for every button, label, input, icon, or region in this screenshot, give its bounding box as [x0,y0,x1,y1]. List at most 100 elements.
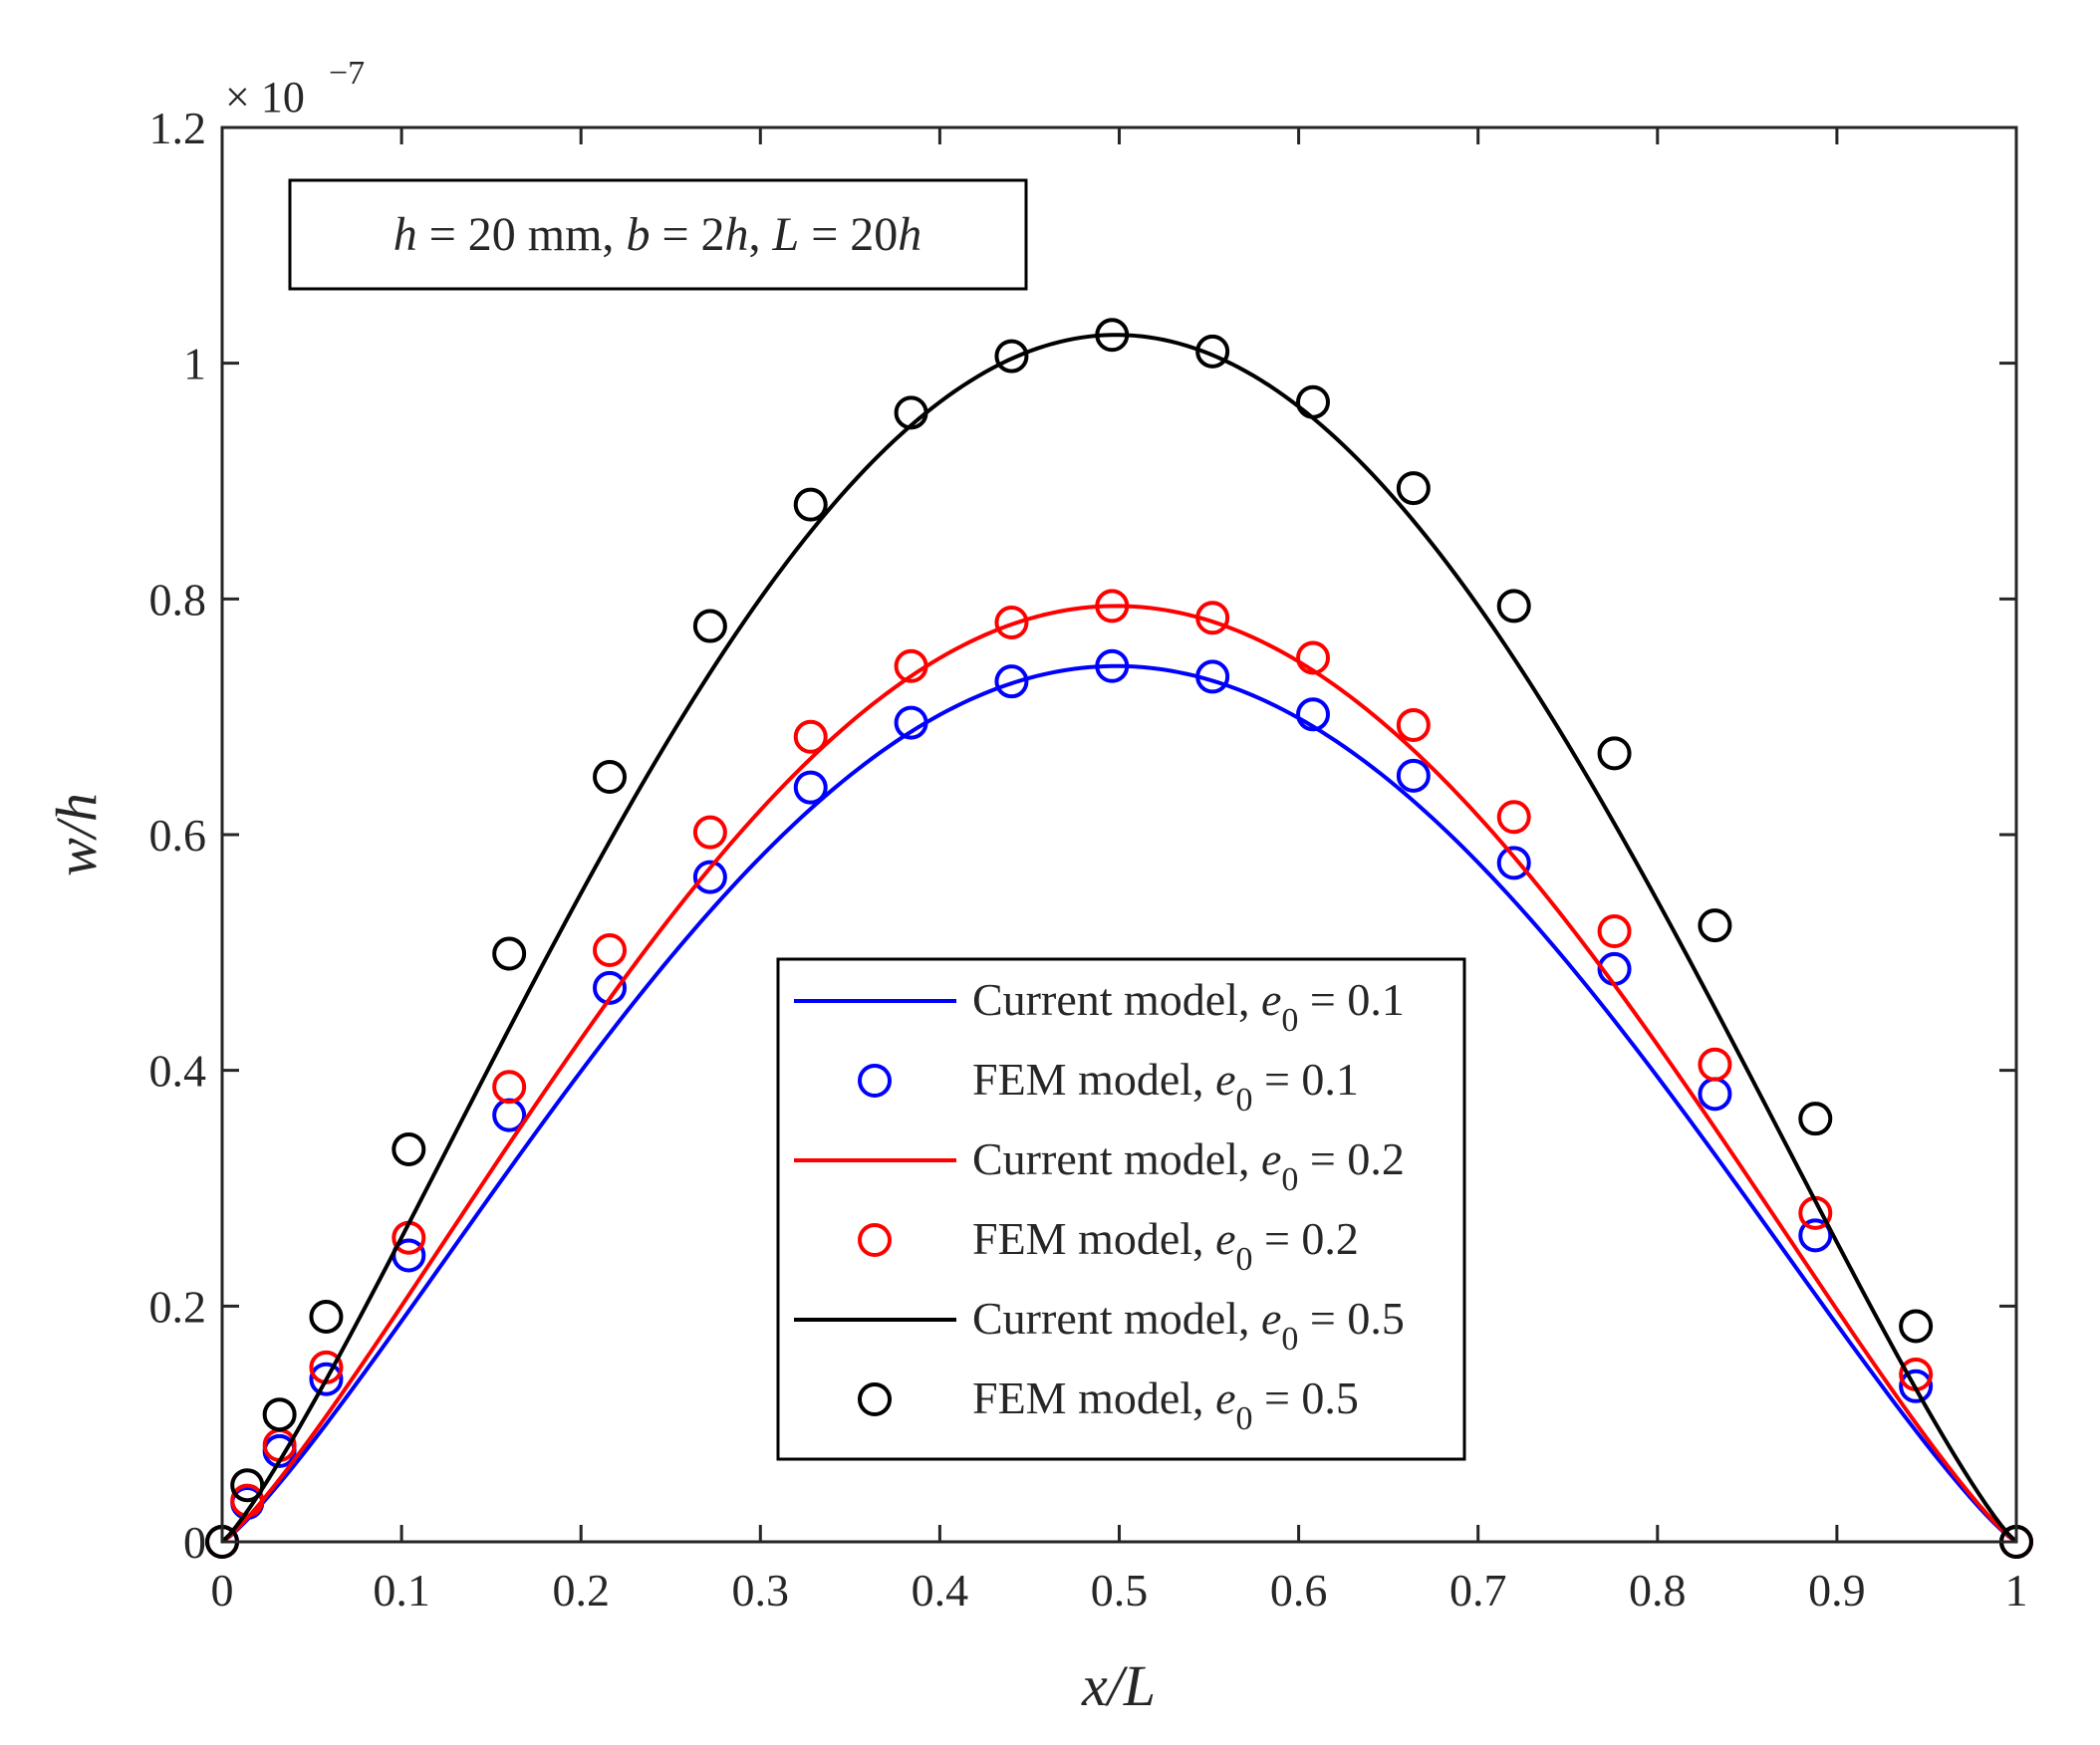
legend-prefix: Current model, [972,1293,1261,1344]
legend-sub: 0 [1235,1082,1252,1119]
x-tick-label: 0.9 [1808,1565,1866,1616]
x-axis-title: x/L [1081,1653,1156,1718]
series-line-current-model-e0-0-2 [220,604,2018,1544]
series-line-current-model-e0-0-1 [220,663,2018,1544]
data-point-fem-model-e0-0-5 [894,395,928,430]
legend-prefix: Current model, [972,974,1261,1025]
legend-var: e [1261,1293,1281,1344]
data-point-fem-model-e0-0-1 [894,705,928,740]
x-tick-label: 0 [211,1565,234,1616]
data-point-fem-model-e0-0-1 [1396,758,1431,793]
data-point-fem-model-e0-0-1 [994,664,1029,699]
series-line-current-model-e0-0-5 [220,333,2018,1544]
data-point-fem-model-e0-0-2 [894,648,928,683]
x-tick-label: 0.8 [1629,1565,1687,1616]
y-scale-label: × 10 [225,73,305,122]
annotation-text: h = 20 mm, b = 2h, L = 20h [394,208,922,261]
data-point-fem-model-e0-0-5 [1597,736,1632,771]
data-point-fem-model-e0-0-5 [1698,908,1732,943]
annotation-L-label: L [772,208,800,261]
legend-suffix: = 0.1 [1298,974,1404,1025]
data-point-fem-model-e0-0-5 [262,1397,297,1432]
data-point-fem-model-e0-0-5 [392,1131,426,1166]
y-tick-label: 0.2 [149,1281,207,1332]
data-point-fem-model-e0-0-1 [692,860,727,894]
parameter-annotation: h = 20 mm, b = 2h, L = 20h [288,178,1028,291]
legend-sub: 0 [1235,1241,1252,1278]
legend-label-fem-model-e0-0-2: FEM model, e0 = 0.2 [972,1213,1359,1278]
legend-sub: 0 [1281,1161,1298,1198]
axes: 0 0.1 0.2 0.3 0.4 0.5 0.6 0.7 0.8 0.9 1 0 0.2 0.4 0.6 0… [149,103,2028,1616]
data-point-fem-model-e0-0-1 [309,1362,344,1396]
x-tick-label: 1 [2005,1565,2028,1616]
legend-swatch-fem-model-e0-0-5 [858,1382,892,1416]
data-point-fem-model-e0-0-2 [692,815,727,850]
x-tick-label: 0.4 [912,1565,969,1616]
data-point-fem-model-e0-0-1 [1798,1218,1833,1253]
data-point-fem-model-e0-0-5 [793,487,828,522]
legend-var: e [1261,1133,1281,1184]
data-point-fem-model-e0-0-2 [230,1483,265,1518]
data-point-fem-model-e0-0-5 [1095,318,1130,353]
legend-label-current-model-e0-0-1: Current model, e0 = 0.1 [972,974,1405,1039]
annotation-b-value: = 2 [650,208,724,261]
x-tick-label: 0.7 [1449,1565,1507,1616]
data-point-fem-model-e0-0-2 [793,719,828,754]
y-scale-exponent: −7 [329,55,365,92]
x-tick-label: 0.3 [732,1565,790,1616]
annotation-b-unit: h [725,208,749,261]
data-point-fem-model-e0-0-1 [1195,659,1230,694]
data-point-fem-model-e0-0-1 [793,770,828,805]
legend-label-current-model-e0-0-2: Current model, e0 = 0.2 [972,1133,1405,1198]
annotation-L-value: = 20 [799,208,898,261]
x-tick-label: 0.5 [1091,1565,1149,1616]
data-point-fem-model-e0-0-5 [1195,334,1230,369]
y-tick-label: 0.4 [149,1046,207,1097]
legend-label-fem-model-e0-0-5: FEM model, e0 = 0.5 [972,1372,1359,1437]
legend-suffix: = 0.2 [1298,1133,1404,1184]
y-tick-label: 1 [183,339,206,389]
legend-suffix: = 0.2 [1252,1213,1358,1264]
legend-prefix: Current model, [972,1133,1261,1184]
data-point-fem-model-e0-0-2 [1195,601,1230,635]
data-point-fem-model-e0-0-1 [1496,846,1531,880]
annotation-L-unit: h [898,208,921,261]
data-point-fem-model-e0-0-5 [1396,471,1431,506]
data-point-fem-model-e0-0-5 [994,339,1029,374]
data-point-fem-model-e0-0-5 [1496,589,1531,623]
data-point-fem-model-e0-0-2 [994,606,1029,639]
series-layer [205,318,2033,1559]
legend-swatch-fem-model-e0-0-2 [858,1223,892,1257]
data-point-fem-model-e0-0-5 [492,936,527,971]
legend-var: e [1215,1372,1235,1423]
data-point-fem-model-e0-0-1 [1899,1369,1934,1403]
y-axis-title: w/h [44,793,109,876]
y-tick-label: 0.6 [149,810,207,861]
legend-box [776,957,1466,1461]
data-point-fem-model-e0-0-2 [1496,800,1531,835]
legend-suffix: = 0.5 [1298,1293,1404,1344]
legend-suffix: = 0.5 [1252,1372,1358,1423]
annotation-sep: , [749,208,773,261]
annotation-box [288,178,1028,291]
legend-sub: 0 [1235,1400,1252,1437]
legend-label-fem-model-e0-0-1: FEM model, e0 = 0.1 [972,1054,1359,1119]
data-point-fem-model-e0-0-5 [1296,384,1331,419]
data-point-fem-model-e0-0-5 [230,1468,265,1503]
legend-prefix: FEM model, [972,1213,1215,1264]
data-point-fem-model-e0-0-5 [1899,1309,1934,1344]
legend-swatch-fem-model-e0-0-1 [858,1064,892,1098]
annotation-h-label: h [394,208,417,261]
legend-sub: 0 [1281,1002,1298,1039]
legend-prefix: FEM model, [972,1372,1215,1423]
data-point-fem-model-e0-0-5 [309,1299,344,1334]
data-point-fem-model-e0-0-2 [1296,640,1331,675]
data-point-fem-model-e0-0-5 [1798,1102,1833,1136]
data-point-fem-model-e0-0-2 [1698,1047,1732,1082]
y-tick-label: 0.8 [149,574,207,624]
y-tick-label: 0 [183,1517,206,1568]
data-point-fem-model-e0-0-5 [593,760,628,795]
